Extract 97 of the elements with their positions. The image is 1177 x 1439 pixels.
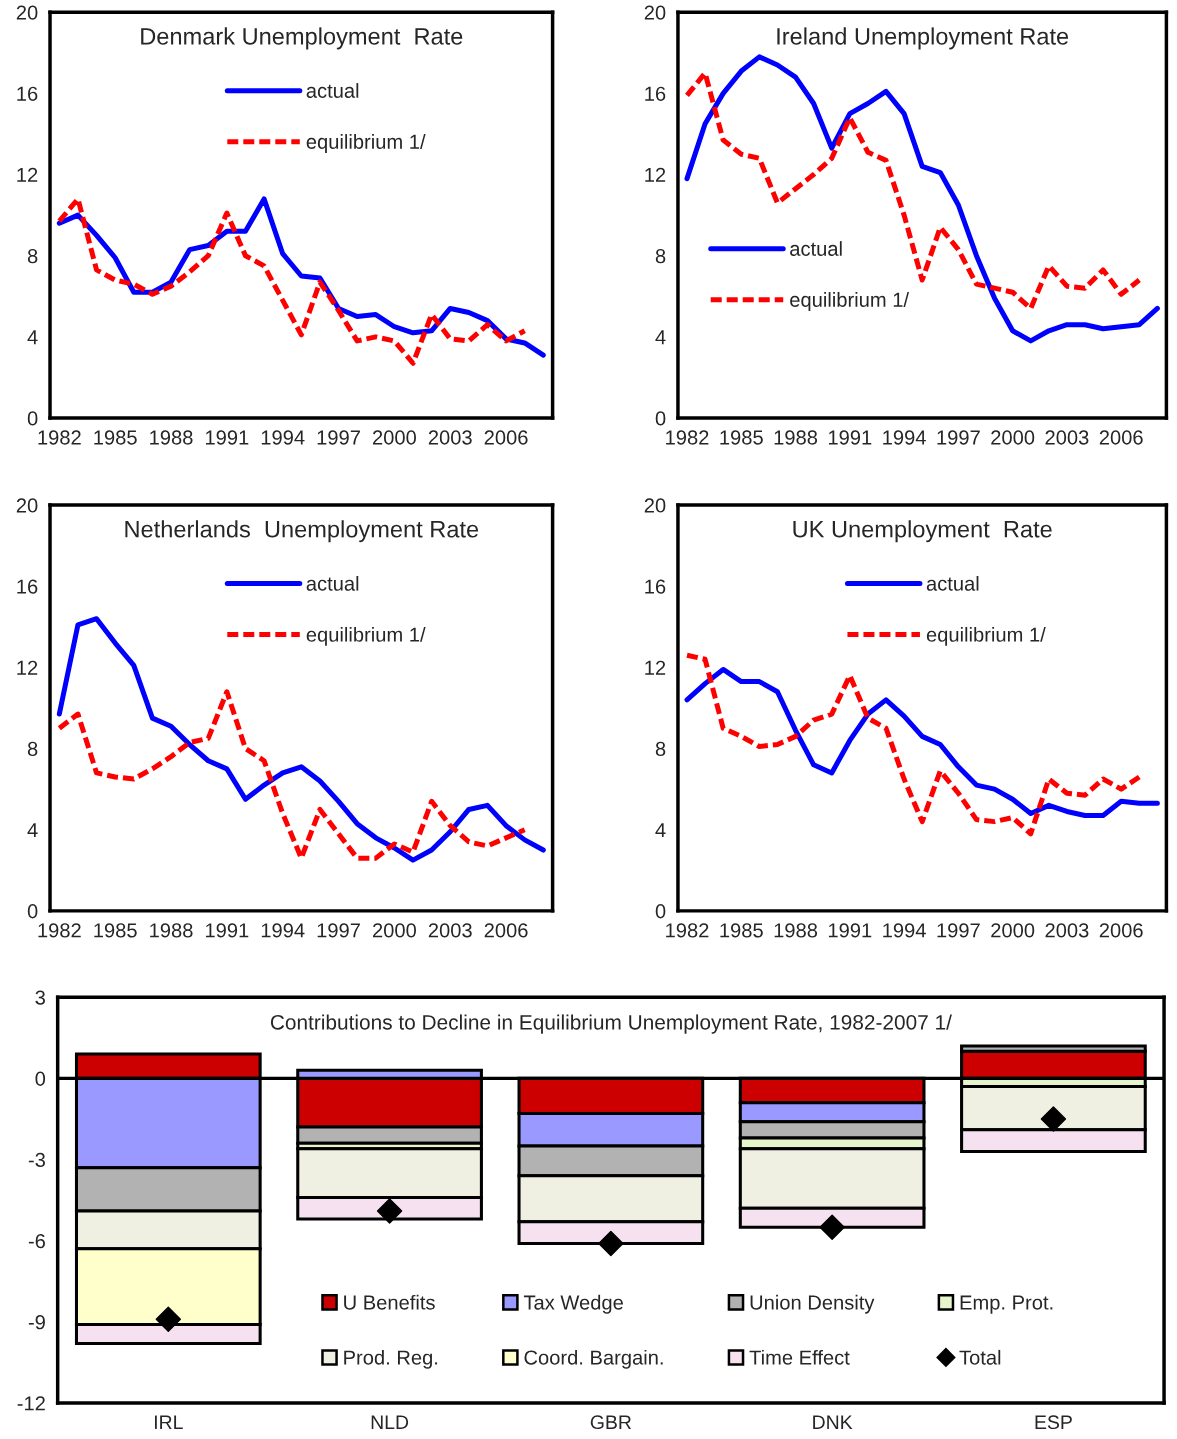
x-tick-label: 1991 (205, 430, 249, 445)
legend-label: Emp. Prot. (960, 1295, 1053, 1314)
y-tick-label: -12 (17, 1396, 45, 1411)
legend-label: equilibrium 1/ (306, 626, 426, 646)
x-tick-label: 1982 (38, 923, 81, 938)
text: Netherlands Unemployment Rate (125, 520, 479, 543)
x-tick-label: GBR (590, 1415, 632, 1430)
text: Denmark Unemployment Rate (141, 27, 463, 50)
x-tick-label: 2000 (373, 923, 416, 938)
legend-label: U Benefits (344, 1294, 435, 1310)
y-tick-label: 0 (27, 904, 38, 919)
legend-label: actual (926, 575, 979, 591)
x-tick-label: 1991 (205, 923, 249, 938)
x-tick-label: 1997 (937, 430, 980, 445)
y-tick-label: 0 (27, 411, 38, 426)
y-tick-label: 20 (644, 498, 666, 513)
x-tick-label: 1988 (774, 430, 818, 445)
y-tick-label: 12 (17, 660, 38, 675)
y-tick-label: -3 (28, 1152, 45, 1168)
y-tick-label: 16 (17, 86, 38, 101)
x-tick-label: 1982 (666, 430, 709, 445)
x-tick-label: 1988 (150, 430, 193, 445)
x-tick-label: 1997 (317, 923, 360, 938)
y-tick-label: 8 (27, 741, 38, 757)
text: Ireland Unemployment Rate (777, 27, 1069, 50)
y-tick-label: 16 (645, 86, 666, 101)
x-tick-label: DNK (813, 1415, 853, 1429)
x-tick-label: 1985 (720, 923, 763, 938)
y-tick-label: 0 (655, 904, 666, 919)
y-tick-label: 4 (27, 823, 38, 838)
x-tick-label: 2003 (428, 923, 472, 938)
y-tick-label: -6 (28, 1233, 45, 1249)
legend-label: actual (790, 241, 842, 256)
x-tick-label: 2006 (484, 430, 528, 445)
y-tick-label: 0 (35, 1071, 46, 1086)
x-tick-label: 1985 (94, 923, 137, 938)
legend-label: Tax Wedge (523, 1294, 623, 1314)
legend-label: Union Density (750, 1294, 875, 1314)
legend-label: actual (306, 83, 359, 98)
y-tick-label: 16 (645, 579, 666, 594)
y-tick-label: 3 (35, 990, 45, 1005)
x-tick-label: 2000 (373, 430, 416, 445)
legend-label: Coord. Bargain. (524, 1349, 663, 1369)
legend-label: equilibrium 1/ (306, 134, 426, 153)
legend-label: Prod. Reg. (344, 1349, 438, 1369)
x-tick-label: 2006 (1099, 430, 1143, 445)
legend-label: equilibrium 1/ (790, 292, 910, 311)
x-tick-label: 1991 (828, 430, 872, 445)
y-tick-label: 8 (655, 248, 666, 264)
text: Contributions to Decline in Equilibrium Unemployment Rate, 1982-2007 1/ (270, 1014, 952, 1034)
y-tick-label: 16 (17, 579, 38, 594)
x-tick-label: 1982 (666, 923, 709, 938)
x-tick-label: 1982 (38, 430, 81, 445)
y-tick-label: 4 (655, 823, 666, 838)
x-tick-label: 1988 (774, 923, 818, 938)
y-tick-label: 4 (27, 330, 38, 345)
y-tick-label: 8 (655, 741, 666, 757)
legend-label: Time Effect (749, 1349, 850, 1365)
x-tick-label: ESP (1035, 1415, 1072, 1430)
x-tick-label: 1997 (937, 923, 980, 938)
y-tick-label: 20 (644, 5, 666, 20)
x-tick-label: 1994 (883, 430, 926, 445)
x-tick-label: 1985 (94, 430, 137, 445)
point (819, 1214, 845, 1240)
point (1040, 1106, 1067, 1132)
x-tick-label: 2000 (991, 430, 1035, 445)
x-tick-label: 2003 (1045, 430, 1089, 445)
x-tick-label: 1985 (720, 430, 763, 445)
point (376, 1198, 403, 1224)
y-tick-label: 12 (645, 167, 666, 182)
legend-label: actual (306, 575, 359, 591)
x-tick-label: 1994 (261, 923, 305, 938)
y-tick-label: 20 (16, 5, 38, 20)
x-tick-label: NLD (371, 1415, 409, 1429)
x-tick-label: 2006 (1099, 923, 1143, 938)
x-tick-label: 1991 (828, 923, 872, 938)
y-tick-label: 12 (645, 660, 666, 675)
x-tick-label: 1994 (261, 430, 305, 445)
x-tick-label: 1997 (317, 430, 360, 445)
x-tick-label: 2000 (991, 923, 1035, 938)
point (598, 1230, 624, 1257)
x-tick-label: 1994 (883, 923, 926, 938)
x-tick-label: IRL (154, 1415, 183, 1429)
legend-label: equilibrium 1/ (926, 626, 1046, 646)
text: UK Unemployment Rate (793, 520, 1052, 543)
legend-label: Total (959, 1349, 1001, 1365)
x-tick-label: 1988 (150, 923, 193, 938)
y-tick-label: 20 (16, 498, 38, 513)
x-tick-label: 2003 (1045, 923, 1089, 938)
y-tick-label: 12 (17, 167, 38, 182)
y-tick-label: 0 (655, 411, 666, 426)
x-tick-label: 2003 (428, 430, 472, 445)
point (155, 1306, 182, 1332)
y-tick-label: 4 (655, 330, 666, 345)
y-tick-label: 8 (27, 248, 38, 264)
x-tick-label: 2006 (484, 923, 528, 938)
y-tick-label: -9 (28, 1315, 45, 1330)
